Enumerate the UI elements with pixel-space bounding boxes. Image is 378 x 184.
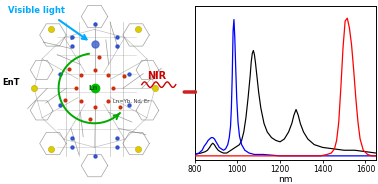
X-axis label: nm: nm [278, 175, 293, 184]
Text: EnT: EnT [2, 78, 19, 87]
Text: Ln=Yb, Nd, Er: Ln=Yb, Nd, Er [113, 99, 150, 104]
Text: Ln: Ln [89, 85, 98, 91]
Text: Visible light: Visible light [8, 6, 65, 15]
Text: Ir: Ir [70, 36, 74, 41]
Text: NIR: NIR [147, 71, 167, 81]
